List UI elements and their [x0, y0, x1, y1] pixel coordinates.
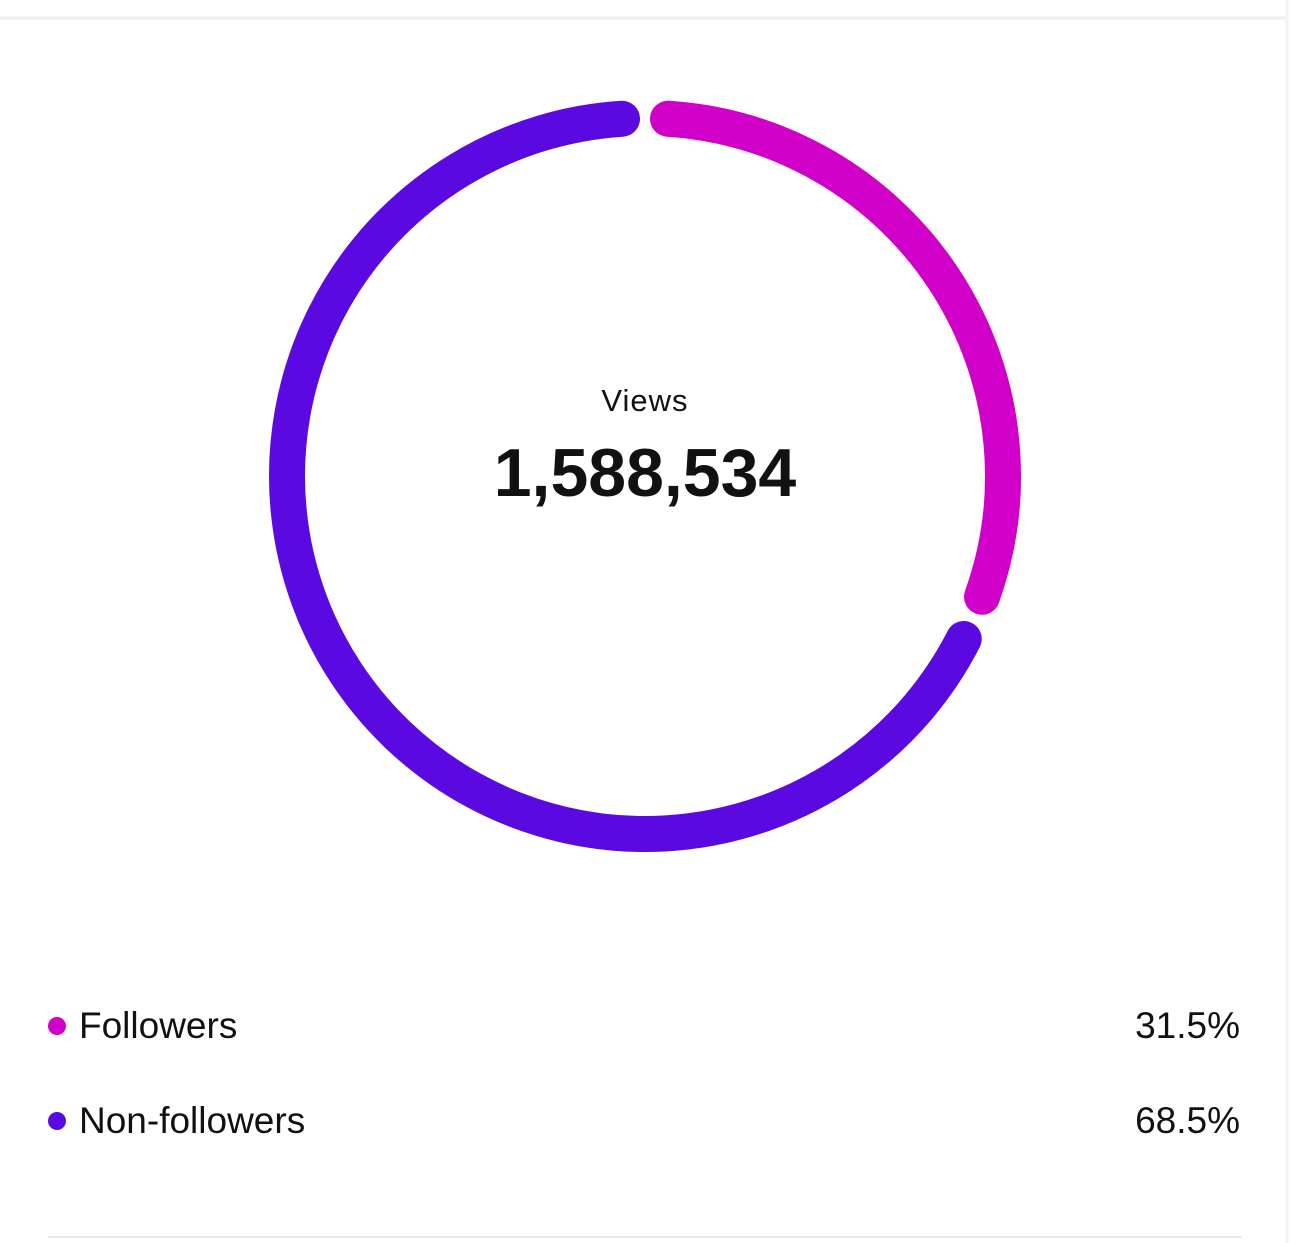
donut-segment	[269, 100, 982, 852]
center-value: 1,588,534	[494, 435, 797, 511]
legend-swatch	[48, 1112, 66, 1130]
value-label: 68.5%	[1135, 1100, 1240, 1141]
center-label: Views	[601, 383, 688, 418]
legend-swatch	[48, 1017, 66, 1035]
donut-segment	[649, 100, 1021, 615]
legend-label: Non-followers	[79, 1100, 305, 1141]
legend-label: Followers	[79, 1005, 237, 1046]
value-label: 31.5%	[1135, 1005, 1240, 1046]
